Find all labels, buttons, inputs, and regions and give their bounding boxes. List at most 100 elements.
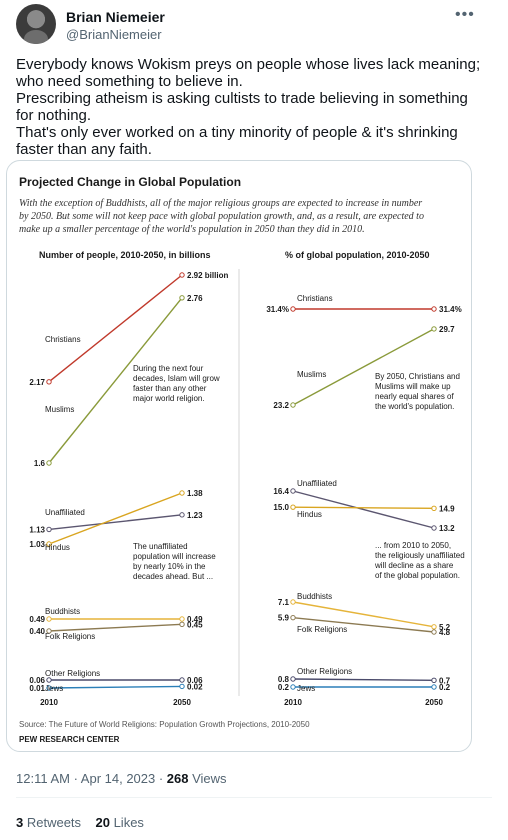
jews-count-series-name: Jews	[45, 684, 63, 693]
left-panel-header: Number of people, 2010-2050, in billions	[39, 250, 211, 260]
unaffiliated-share-label-2050: 13.2	[439, 524, 455, 533]
annotation-line: decades ahead. But ...	[133, 572, 213, 581]
author-avatar[interactable]	[16, 4, 56, 44]
unaffiliated-share-line	[292, 490, 435, 529]
jews-share-series-name: Jews	[297, 684, 315, 693]
unaffiliated-count-series-name: Unaffiliated	[45, 508, 85, 517]
hindus-share-label-2050: 14.9	[439, 504, 455, 513]
hindus-count-label-2050: 1.38	[187, 489, 203, 498]
more-options-icon[interactable]: •••	[455, 6, 475, 23]
other-religions-count-label-2010: 0.06	[29, 676, 45, 685]
jews-count-line	[48, 685, 183, 689]
muslims-share-line	[292, 328, 435, 406]
other-religions-count-point-2010	[46, 677, 52, 683]
chart-source: Source: The Future of World Religions: P…	[19, 720, 310, 729]
muslims-share-point-2050	[431, 326, 437, 332]
annotation-line: will decline as a share	[374, 561, 454, 570]
tweet-line: That's only ever worked on a tiny minori…	[16, 124, 458, 158]
retweets-label: Retweets	[23, 815, 82, 830]
folk-religions-count-point-2010	[46, 628, 52, 634]
muslims-count-label-2010: 1.6	[34, 459, 46, 468]
tweet-timestamp[interactable]: 12:11 AM · Apr 14, 2023 ·	[16, 771, 167, 786]
hindus-share-point-2050	[431, 505, 437, 512]
buddhists-share-point-2010	[290, 599, 296, 605]
hindus-count-series-name: Hindus	[45, 543, 70, 552]
right-x-tick-2010: 2010	[284, 698, 302, 707]
jews-share-point-2050	[431, 684, 437, 690]
unaffiliated-count-label-2010: 1.13	[29, 525, 45, 534]
unaffiliated-count-point-2010	[46, 526, 52, 533]
hindus-share-label-2010: 15.0	[273, 503, 289, 512]
likes-label: Likes	[109, 815, 144, 830]
divider	[16, 797, 492, 798]
annotation-line: By 2050, Christians and	[375, 372, 460, 381]
other-religions-share-point-2010	[290, 676, 296, 682]
retweets-count: 3	[16, 815, 24, 830]
jews-share-label-2010: 0.2	[278, 683, 290, 692]
annotation-line: the religiously unaffiliated	[375, 551, 465, 560]
folk-religions-share-label-2010: 5.9	[278, 614, 290, 623]
folk-religions-count-line	[48, 623, 183, 632]
annotation-line: of the global population.	[375, 571, 460, 580]
christians-count-point-2010	[46, 379, 52, 385]
jews-count-label-2010: 0.01	[29, 684, 45, 693]
other-religions-share-label-2010: 0.8	[278, 675, 290, 684]
buddhists-count-label-2010: 0.49	[29, 615, 45, 624]
annotation-line: decades, Islam will grow	[133, 374, 220, 383]
hindus-share-point-2010	[290, 504, 296, 510]
other-religions-share-point-2050	[431, 677, 437, 684]
hindus-count-label-2010: 1.03	[29, 540, 45, 549]
annotation-line: ... from 2010 to 2050,	[375, 541, 451, 550]
chart-subtitle-line: by 2050. But some will not keep pace wit…	[19, 211, 424, 222]
christians-share-label-2010: 31.4%	[266, 305, 289, 314]
christians-share-series-name: Christians	[297, 294, 333, 303]
author-name[interactable]: Brian Niemeier	[66, 9, 165, 25]
jews-count-label-2050: 0.02	[187, 682, 203, 691]
folk-religions-count-label-2050: 0.45	[187, 620, 203, 629]
chart-subtitle-line: With the exception of Buddhists, all of …	[19, 198, 422, 209]
other-religions-share-line	[292, 678, 435, 682]
annotation-line: by nearly 10% in the	[133, 562, 206, 571]
author-handle[interactable]: @BrianNiemeier	[66, 27, 162, 42]
tweet-line: Prescribing atheism is asking cultists t…	[16, 90, 468, 124]
muslims-count-series-name: Muslims	[45, 405, 74, 414]
likes-link[interactable]: 20 Likes	[96, 815, 144, 830]
buddhists-share-point-2050	[431, 624, 437, 630]
tweet-stats: 3 Retweets 20 Likes	[16, 815, 144, 830]
buddhists-share-series-name: Buddhists	[297, 592, 332, 601]
unaffiliated-share-series-name: Unaffiliated	[297, 479, 337, 488]
muslims-count-label-2050: 2.76	[187, 294, 203, 303]
christians-share-point-2050	[431, 306, 437, 312]
annotation-line: major world religion.	[133, 394, 205, 403]
annotation-line: During the next four	[133, 364, 204, 373]
jews-count-point-2010	[46, 685, 52, 691]
folk-religions-count-series-name: Folk Religions	[45, 632, 95, 641]
buddhists-share-label-2010: 7.1	[278, 598, 290, 607]
unaffiliated-share-point-2050	[431, 525, 437, 531]
christians-count-point-2050	[179, 272, 185, 278]
christians-count-series-name: Christians	[45, 335, 81, 344]
muslims-count-point-2010	[46, 460, 52, 466]
retweets-link[interactable]: 3 Retweets	[16, 815, 81, 830]
muslims-count-point-2050	[179, 295, 185, 301]
other-religions-count-series-name: Other Religions	[45, 669, 100, 678]
muslims-share-label-2050: 29.7	[439, 325, 455, 334]
views-count: 268	[166, 771, 189, 786]
tweet-line: Everybody knows Wokism preys on people w…	[16, 56, 481, 90]
buddhists-count-point-2010	[46, 616, 52, 622]
left-x-tick-2010: 2010	[40, 698, 58, 707]
chart-credit: PEW RESEARCH CENTER	[19, 735, 120, 744]
tweet-meta: 12:11 AM · Apr 14, 2023 · 268 Views	[16, 771, 227, 786]
annotation-line: nearly equal shares of	[375, 392, 454, 401]
other-religions-share-series-name: Other Religions	[297, 667, 352, 676]
buddhists-count-label-2050: 0.49	[187, 615, 203, 624]
tweet-text: Everybody knows Wokism preys on people w…	[16, 56, 486, 158]
tweet-image[interactable]: Projected Change in Global Population Wit…	[6, 160, 472, 752]
folk-religions-share-label-2050: 4.8	[439, 628, 451, 637]
other-religions-count-label-2050: 0.06	[187, 676, 203, 685]
muslims-count-line	[48, 297, 183, 464]
hindus-share-line	[292, 506, 435, 510]
christians-count-label-2010: 2.17	[29, 378, 45, 387]
buddhists-share-label-2050: 5.2	[439, 623, 451, 632]
annotation-line: the world's population.	[375, 402, 454, 411]
